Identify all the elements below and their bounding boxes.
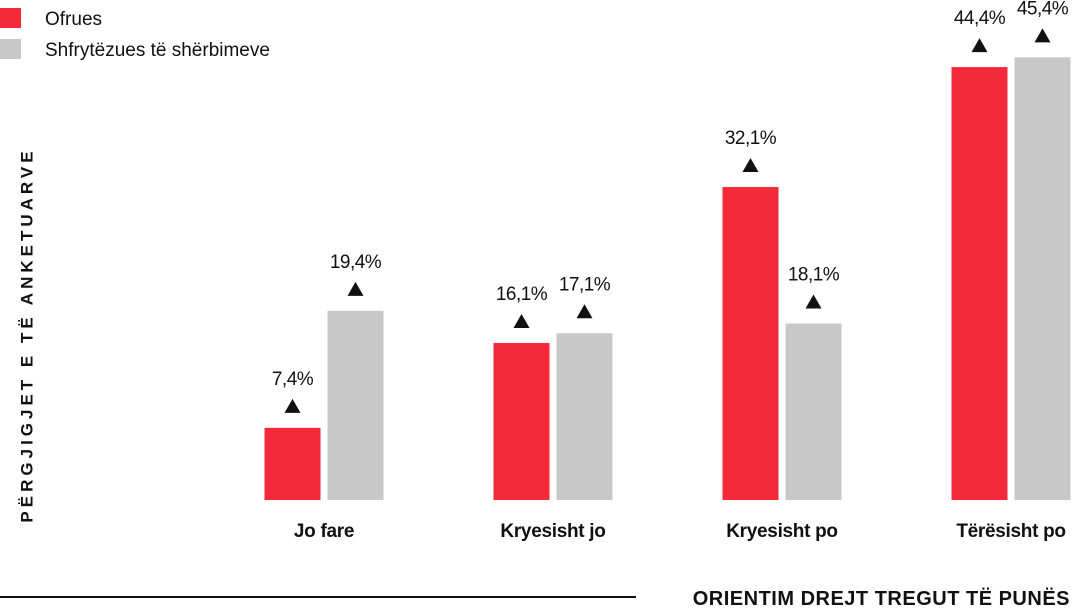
y-axis-title: PËRGJIGJET E TË ANKETUARVE [17, 147, 36, 522]
x-tick-label: Jo fare [294, 521, 354, 542]
marker-triangle [1034, 28, 1051, 43]
marker-triangle [805, 294, 822, 309]
bar [1014, 57, 1071, 500]
bar [264, 427, 321, 500]
marker-triangle [284, 398, 301, 413]
bar [327, 310, 384, 500]
data-label: 19,4% [330, 252, 382, 273]
data-label: 45,4% [1017, 0, 1069, 19]
data-label: 7,4% [272, 369, 314, 390]
bar [785, 323, 842, 500]
legend-swatch [0, 39, 21, 59]
legend-swatch [0, 8, 21, 28]
data-label: 16,1% [496, 284, 548, 305]
data-label: 18,1% [788, 265, 840, 286]
bar [722, 187, 779, 500]
data-label: 44,4% [954, 8, 1006, 29]
bar [951, 67, 1008, 500]
marker-triangle [971, 38, 988, 53]
bar [556, 333, 613, 500]
x-tick-label: Kryesisht jo [500, 521, 605, 542]
data-label: 32,1% [725, 128, 777, 149]
data-label: 17,1% [559, 274, 611, 295]
legend-label: Shfrytëzues të shërbimeve [45, 40, 270, 61]
x-tick-label: Kryesisht po [726, 521, 838, 542]
marker-triangle [347, 281, 364, 296]
legend-label: Ofrues [45, 9, 102, 30]
x-axis-title: ORIENTIM DREJT TREGUT TË PUNËS [693, 587, 1070, 609]
marker-triangle [576, 304, 593, 319]
x-tick-label: Tërësisht po [956, 521, 1065, 542]
bar [493, 343, 550, 500]
marker-triangle [742, 158, 759, 173]
marker-triangle [513, 314, 530, 329]
